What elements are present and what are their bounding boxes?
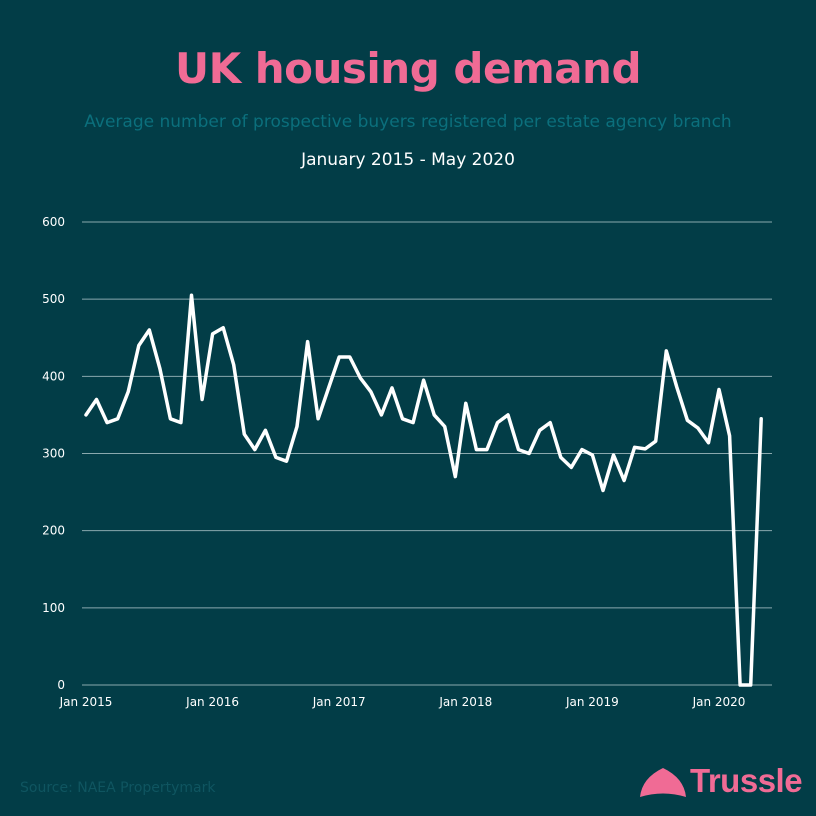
data-point — [401, 417, 404, 420]
data-point — [369, 390, 372, 393]
data-point — [464, 402, 467, 405]
trussle-roof-icon — [640, 768, 686, 797]
x-tick-label: Jan 2019 — [565, 695, 619, 709]
data-point — [85, 413, 88, 416]
data-point — [644, 447, 647, 450]
data-point — [728, 434, 731, 437]
data-point — [137, 344, 140, 347]
data-point — [127, 390, 130, 393]
data-point — [549, 421, 552, 424]
data-point — [274, 456, 277, 459]
data-point — [517, 448, 520, 451]
data-point — [496, 421, 499, 424]
data-point — [179, 421, 182, 424]
data-point — [253, 448, 256, 451]
data-point — [633, 446, 636, 449]
data-point — [296, 425, 299, 428]
data-point — [285, 460, 288, 463]
data-point — [211, 332, 214, 335]
data-point — [612, 454, 615, 457]
data-point — [665, 349, 668, 352]
y-tick-label: 500 — [42, 292, 65, 306]
data-point — [201, 398, 204, 401]
x-tick-label: Jan 2020 — [692, 695, 746, 709]
y-tick-label: 400 — [42, 369, 65, 383]
data-point — [390, 386, 393, 389]
data-point — [570, 466, 573, 469]
data-point — [222, 326, 225, 329]
data-point — [317, 417, 320, 420]
x-tick-label: Jan 2018 — [438, 695, 492, 709]
data-point — [675, 386, 678, 389]
data-point — [148, 329, 151, 332]
data-point — [359, 376, 362, 379]
data-point — [338, 356, 341, 359]
data-point — [190, 294, 193, 297]
data-point — [158, 367, 161, 370]
data-point — [95, 398, 98, 401]
data-point — [739, 684, 742, 687]
data-point — [591, 454, 594, 457]
data-point — [696, 427, 699, 430]
data-point — [760, 417, 763, 420]
x-tick-label: Jan 2016 — [185, 695, 239, 709]
data-point — [412, 421, 415, 424]
x-tick-label: Jan 2015 — [59, 695, 113, 709]
y-tick-label: 200 — [42, 524, 65, 538]
data-point — [485, 448, 488, 451]
data-point — [243, 433, 246, 436]
data-point — [264, 429, 267, 432]
data-point — [580, 448, 583, 451]
data-point — [306, 340, 309, 343]
data-point — [475, 448, 478, 451]
data-point — [327, 386, 330, 389]
data-point — [106, 421, 109, 424]
data-point — [749, 684, 752, 687]
chart-subtitle: Average number of prospective buyers reg… — [84, 112, 732, 132]
data-point — [348, 356, 351, 359]
data-point — [686, 419, 689, 422]
data-point — [507, 413, 510, 416]
data-point — [718, 388, 721, 391]
data-point — [433, 413, 436, 416]
y-tick-label: 600 — [42, 215, 65, 229]
data-point — [169, 417, 172, 420]
x-tick-label: Jan 2017 — [312, 695, 366, 709]
y-tick-label: 300 — [42, 447, 65, 461]
data-point — [528, 452, 531, 455]
brand-logo: Trussle — [638, 760, 803, 804]
source-note: Source: NAEA Propertymark — [20, 780, 216, 796]
data-point — [707, 441, 710, 444]
series-line — [84, 293, 763, 687]
data-point — [559, 456, 562, 459]
data-point — [422, 379, 425, 382]
data-point — [380, 413, 383, 416]
brand-name: Trussle — [690, 762, 803, 799]
y-tick-label: 0 — [57, 678, 65, 692]
chart-title: UK housing demand — [174, 44, 642, 93]
date-range: January 2015 - May 2020 — [301, 150, 515, 170]
data-point — [538, 429, 541, 432]
data-point — [454, 475, 457, 478]
data-point — [443, 425, 446, 428]
data-point — [654, 440, 657, 443]
data-point — [601, 489, 604, 492]
data-point — [232, 363, 235, 366]
data-point — [623, 479, 626, 482]
data-point — [116, 417, 119, 420]
y-tick-label: 100 — [42, 601, 65, 615]
